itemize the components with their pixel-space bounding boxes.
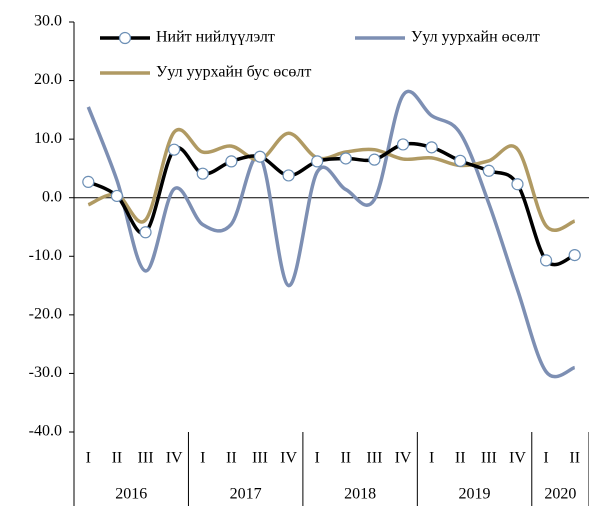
x-tick-label: II [112,450,123,467]
x-tick-label: IV [395,450,412,467]
year-label: 2017 [230,486,262,503]
point-marker [568,249,581,262]
point-marker [168,143,181,156]
series-line [86,89,576,379]
y-tick-label: -30.0 [29,364,62,381]
x-tick-label: I [315,450,320,467]
x-tick-label: I [200,450,205,467]
point-marker [110,189,124,203]
point-marker [539,254,553,267]
x-tick-label: III [366,450,382,467]
point-marker [454,154,467,167]
x-tick-label: I [86,450,91,467]
point-marker [225,155,238,168]
point-marker [311,155,324,168]
x-tick-label: IV [280,450,297,467]
point-marker [425,141,438,154]
y-tick-label: 0.0 [42,188,62,205]
year-label: 2020 [544,486,576,503]
y-tick-label: -20.0 [29,306,62,323]
point-marker [82,175,95,188]
x-tick-label: III [252,450,268,467]
y-tick-label: -10.0 [29,247,62,264]
y-tick-label: 10.0 [34,130,62,147]
y-tick-label: -40.0 [29,423,62,440]
legend-label: Нийт нийлүүлэлт [156,29,275,46]
series-line [87,127,576,233]
point-marker [368,153,381,166]
x-tick-label: I [543,450,548,467]
x-tick-label: IV [166,450,183,467]
point-marker [282,169,295,182]
legend-label: Уул уурхайн бус өсөлт [156,64,311,81]
point-marker [339,152,352,165]
x-tick-label: I [429,450,434,467]
year-label: 2019 [459,486,491,503]
point-marker [482,164,495,177]
point-marker [196,167,209,180]
x-tick-label: II [226,450,237,467]
x-tick-label: III [138,450,154,467]
year-label: 2016 [115,486,147,503]
series-line [87,141,576,267]
x-tick-label: III [481,450,497,467]
y-tick-label: 20.0 [34,71,62,88]
point-marker [253,150,267,163]
x-tick-label: II [569,450,580,467]
year-label: 2018 [344,486,376,503]
x-tick-label: II [340,450,351,467]
y-tick-label: 30.0 [34,13,62,30]
legend-marker [118,31,132,45]
x-tick-label: II [455,450,466,467]
legend-label: Уул уурхайн өсөлт [411,29,540,46]
point-marker [139,226,152,239]
point-marker [396,138,410,151]
x-tick-label: IV [509,450,526,467]
point-marker [511,178,524,191]
